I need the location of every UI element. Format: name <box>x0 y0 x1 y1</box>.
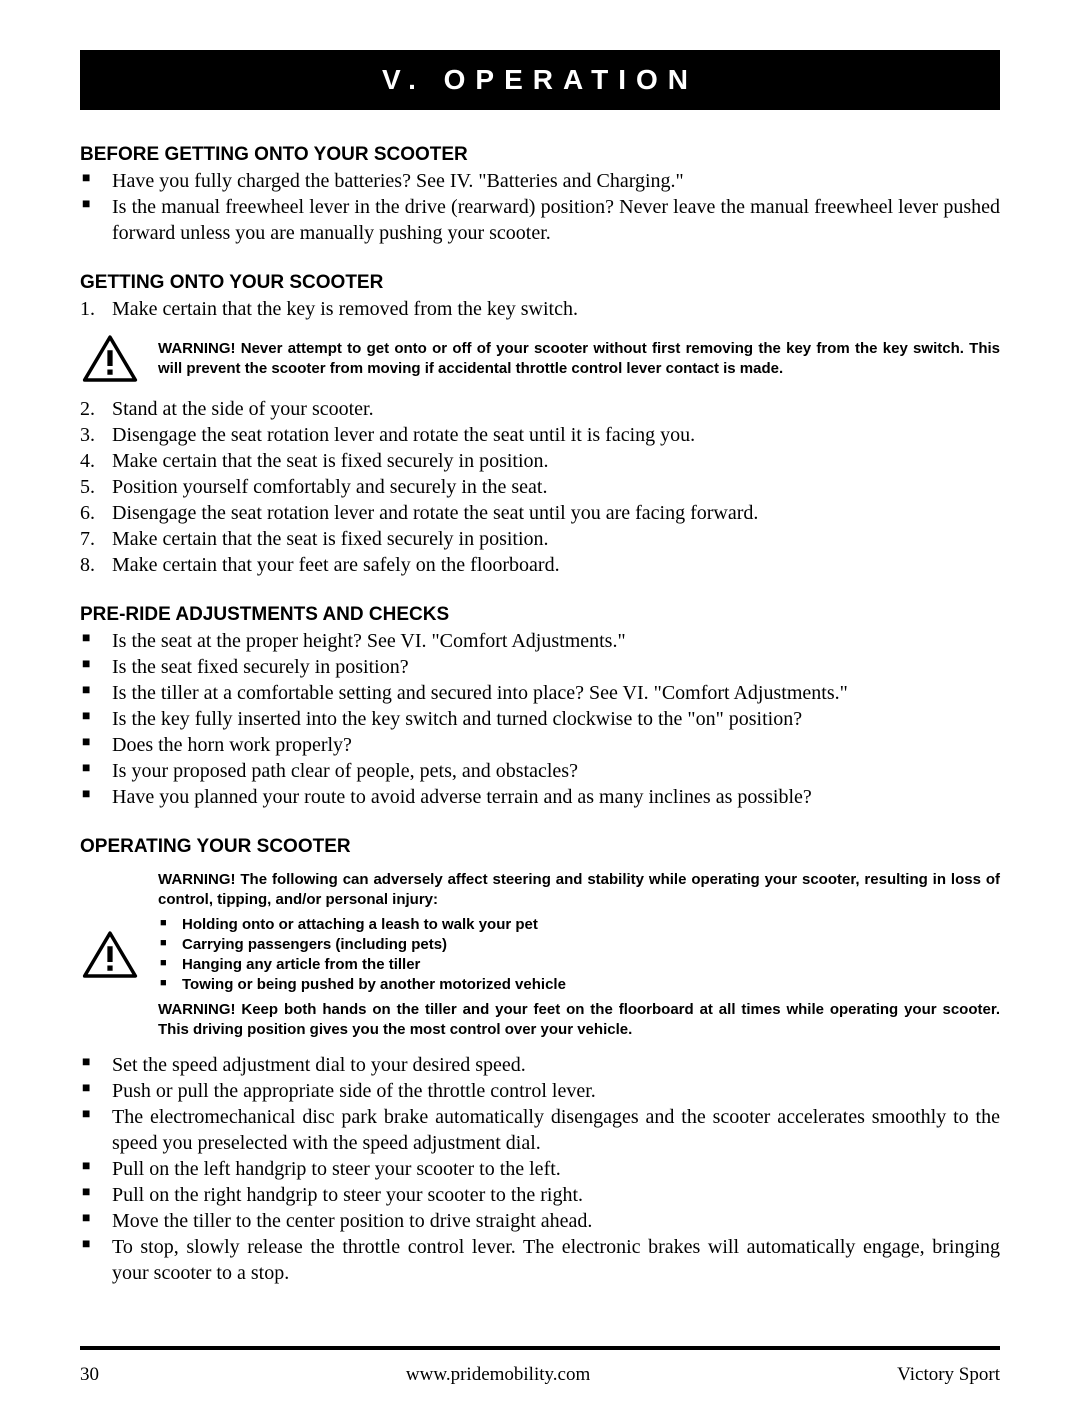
list-item: Set the speed adjustment dial to your de… <box>80 1052 1000 1078</box>
list-item: Have you planned your route to avoid adv… <box>80 784 1000 810</box>
list-item: Is your proposed path clear of people, p… <box>80 758 1000 784</box>
footer-url: www.pridemobility.com <box>406 1364 590 1386</box>
list-item: Make certain that the seat is fixed secu… <box>80 526 1000 552</box>
list-item: Push or pull the appropriate side of the… <box>80 1078 1000 1104</box>
footer-model: Victory Sport <box>897 1364 1000 1386</box>
list-item: Stand at the side of your scooter. <box>80 396 1000 422</box>
section-heading-before: BEFORE GETTING ONTO YOUR SCOOTER <box>80 144 1000 166</box>
list-item: Make certain that the key is removed fro… <box>80 296 1000 322</box>
list-item: Position yourself comfortably and secure… <box>80 474 1000 500</box>
list-item: Is the seat at the proper height? See VI… <box>80 628 1000 654</box>
preride-list: Is the seat at the proper height? See VI… <box>80 628 1000 810</box>
list-item: To stop, slowly release the throttle con… <box>80 1234 1000 1286</box>
list-item: Is the seat fixed securely in position? <box>80 654 1000 680</box>
list-item: Make certain that your feet are safely o… <box>80 552 1000 578</box>
section-heading-operating: OPERATING YOUR SCOOTER <box>80 836 1000 858</box>
warning-text: WARNING! The following can adversely aff… <box>158 870 1000 1040</box>
list-item: Does the horn work properly? <box>80 732 1000 758</box>
section-heading-preride: PRE-RIDE ADJUSTMENTS AND CHECKS <box>80 604 1000 626</box>
list-item: Make certain that the seat is fixed secu… <box>80 448 1000 474</box>
list-item: Is the manual freewheel lever in the dri… <box>80 194 1000 246</box>
list-item: Is the key fully inserted into the key s… <box>80 706 1000 732</box>
warning-paragraph: WARNING! Keep both hands on the tiller a… <box>158 1000 1000 1041</box>
list-item: Pull on the left handgrip to steer your … <box>80 1156 1000 1182</box>
warning-block: WARNING! Never attempt to get onto or of… <box>80 334 1000 384</box>
footer-page-number: 30 <box>80 1364 99 1386</box>
list-item: Hanging any article from the tiller <box>158 955 1000 975</box>
list-item: Is the tiller at a comfortable setting a… <box>80 680 1000 706</box>
operating-list: Set the speed adjustment dial to your de… <box>80 1052 1000 1286</box>
warning-text: WARNING! Never attempt to get onto or of… <box>158 339 1000 380</box>
list-item: Disengage the seat rotation lever and ro… <box>80 500 1000 526</box>
list-item: Holding onto or attaching a leash to wal… <box>158 915 1000 935</box>
chapter-title-bar: V. OPERATION <box>80 50 1000 110</box>
page-footer: 30 www.pridemobility.com Victory Sport <box>80 1346 1000 1386</box>
warning-block: WARNING! The following can adversely aff… <box>80 870 1000 1040</box>
list-item: The electromechanical disc park brake au… <box>80 1104 1000 1156</box>
list-item: Pull on the right handgrip to steer your… <box>80 1182 1000 1208</box>
warning-icon <box>80 334 140 384</box>
warning-intro: WARNING! The following can adversely aff… <box>158 870 1000 911</box>
warning-sublist: Holding onto or attaching a leash to wal… <box>158 915 1000 996</box>
manual-page: V. OPERATION BEFORE GETTING ONTO YOUR SC… <box>0 0 1080 1426</box>
before-list: Have you fully charged the batteries? Se… <box>80 168 1000 246</box>
section-heading-getting-on: GETTING ONTO YOUR SCOOTER <box>80 272 1000 294</box>
getting-on-step1: Make certain that the key is removed fro… <box>80 296 1000 322</box>
list-item: Move the tiller to the center position t… <box>80 1208 1000 1234</box>
list-item: Have you fully charged the batteries? Se… <box>80 168 1000 194</box>
warning-icon <box>80 930 140 980</box>
list-item: Towing or being pushed by another motori… <box>158 975 1000 995</box>
getting-on-steps-rest: Stand at the side of your scooter. Disen… <box>80 396 1000 578</box>
list-item: Carrying passengers (including pets) <box>158 935 1000 955</box>
list-item: Disengage the seat rotation lever and ro… <box>80 422 1000 448</box>
